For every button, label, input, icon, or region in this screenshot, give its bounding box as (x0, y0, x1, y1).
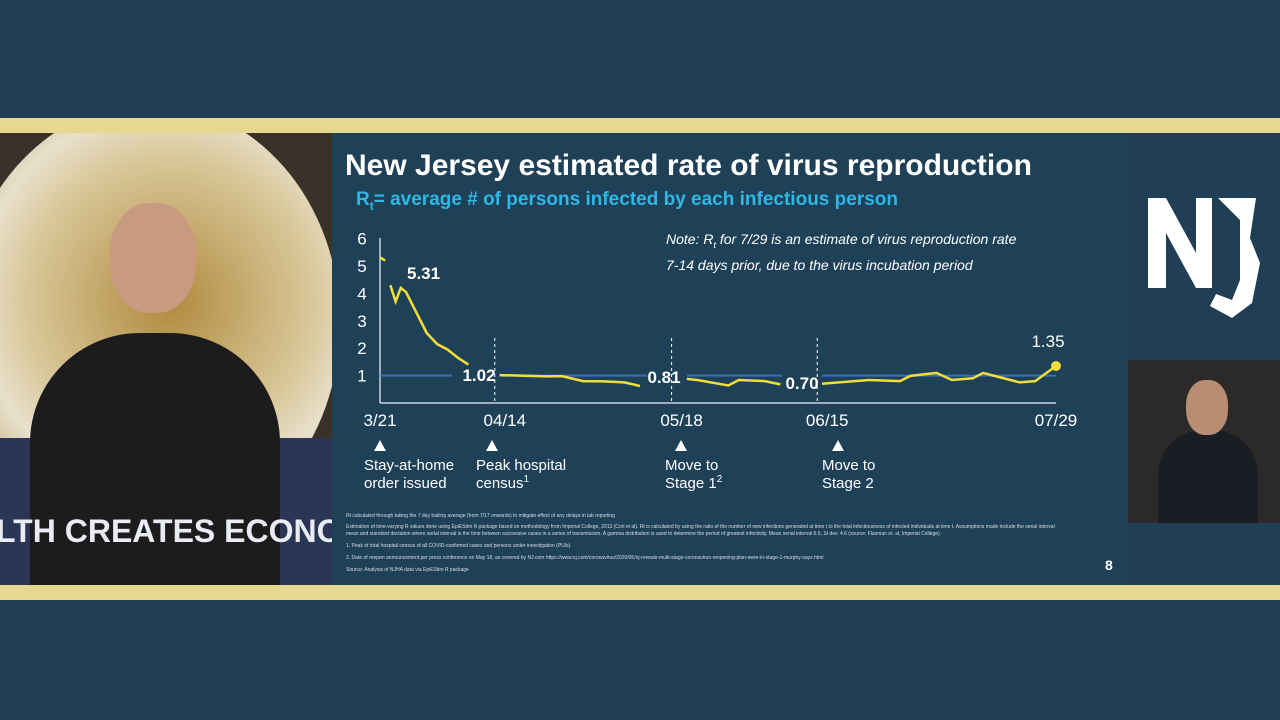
event-triangle-icon (832, 440, 844, 451)
event-label-line2: census1 (476, 474, 530, 492)
speaker-video-feed: LTH CREATES ECONO (0, 133, 332, 585)
top-gold-band (0, 118, 1280, 133)
podium-banner-text: LTH CREATES ECONO (0, 513, 332, 549)
note-a: Note: R (666, 231, 714, 247)
event-label-line1: Move to (822, 457, 875, 474)
event-footnote-ref: 1 (524, 474, 530, 485)
bottom-gold-band (0, 585, 1280, 600)
event-triangle-icon (486, 440, 498, 451)
y-tick-label: 4 (357, 284, 366, 303)
speaker-head (110, 203, 196, 313)
x-tick-label: 07/29 (1035, 411, 1078, 430)
event-footnote-ref: 2 (717, 474, 723, 485)
x-tick-label: 04/14 (484, 411, 527, 430)
rt-line-chart: 1 2 3 4 5 6 3/21 04/14 05/18 06/15 07/29 5.31 1.02 0.… (357, 230, 1078, 492)
x-tick-label: 06/15 (806, 411, 849, 430)
interpreter-head (1186, 380, 1228, 435)
data-label: 0.81 (647, 368, 680, 387)
y-tick-label: 1 (357, 367, 366, 386)
footnote: mean and standard deviation where serial… (346, 531, 942, 537)
footnote: Rt calculated through taking the 7 day t… (346, 513, 615, 519)
event-label-line2: Stage 2 (822, 475, 874, 492)
presentation-slide: New Jersey estimated rate of virus repro… (332, 133, 1128, 585)
nj-logo-panel (1128, 133, 1280, 360)
data-label: 5.31 (407, 264, 440, 283)
event-label-line2: order issued (364, 475, 447, 492)
note-line-2: 7-14 days prior, due to the virus incuba… (666, 256, 973, 273)
y-tick-label: 2 (357, 339, 366, 358)
y-tick-label: 5 (357, 257, 366, 276)
sign-language-interpreter-video (1128, 360, 1280, 523)
data-label: 1.35 (1031, 332, 1064, 351)
data-label: 1.02 (462, 366, 495, 385)
y-tick-label: 3 (357, 312, 366, 331)
event-label-line1: Stay-at-home (364, 457, 454, 474)
slide-subtitle: Rt= average # of persons infected by eac… (356, 189, 898, 213)
note-b: for 7/29 is an estimate of virus reprodu… (715, 231, 1017, 247)
rt-series-line (686, 377, 781, 387)
rt-series-line (499, 373, 641, 388)
data-label: 0.70 (785, 374, 818, 393)
interpreter-figure (1158, 430, 1258, 523)
y-tick-label: 6 (357, 230, 366, 249)
footnote: Source: Analysis of NJHA data via EpiESt… (346, 567, 469, 573)
slide-title: New Jersey estimated rate of virus repro… (345, 149, 1032, 182)
subtitle-text: = average # of persons infected by each … (373, 189, 898, 210)
latest-value-marker (1051, 361, 1061, 372)
footnote: 2. Date of reopen announcement per press… (346, 555, 824, 561)
speaker-figure (30, 333, 280, 585)
rt-series-line (379, 256, 386, 262)
subtitle-r: R (356, 189, 370, 210)
note-sub: t (713, 239, 716, 250)
x-tick-label: 3/21 (363, 411, 396, 430)
rt-series-line (821, 364, 1057, 386)
event-label-line1: Move to (665, 457, 718, 474)
event-label-line1: Peak hospital (476, 457, 566, 474)
footnote: 1. Peak of total hospital census of all … (346, 543, 572, 549)
rt-series-line (389, 284, 470, 366)
footnote: Estimation of time-varying R values done… (346, 524, 1055, 530)
event-label-line2: Stage 12 (665, 474, 723, 492)
page-number: 8 (1105, 557, 1113, 573)
event-triangle-icon (675, 440, 687, 451)
x-tick-label: 05/18 (660, 411, 703, 430)
event-triangle-icon (374, 440, 386, 451)
nj-logo-icon (1148, 198, 1260, 318)
subtitle-sub: t (369, 198, 374, 213)
chart-note: Note: Rt for 7/29 is an estimate of viru… (666, 229, 1016, 275)
